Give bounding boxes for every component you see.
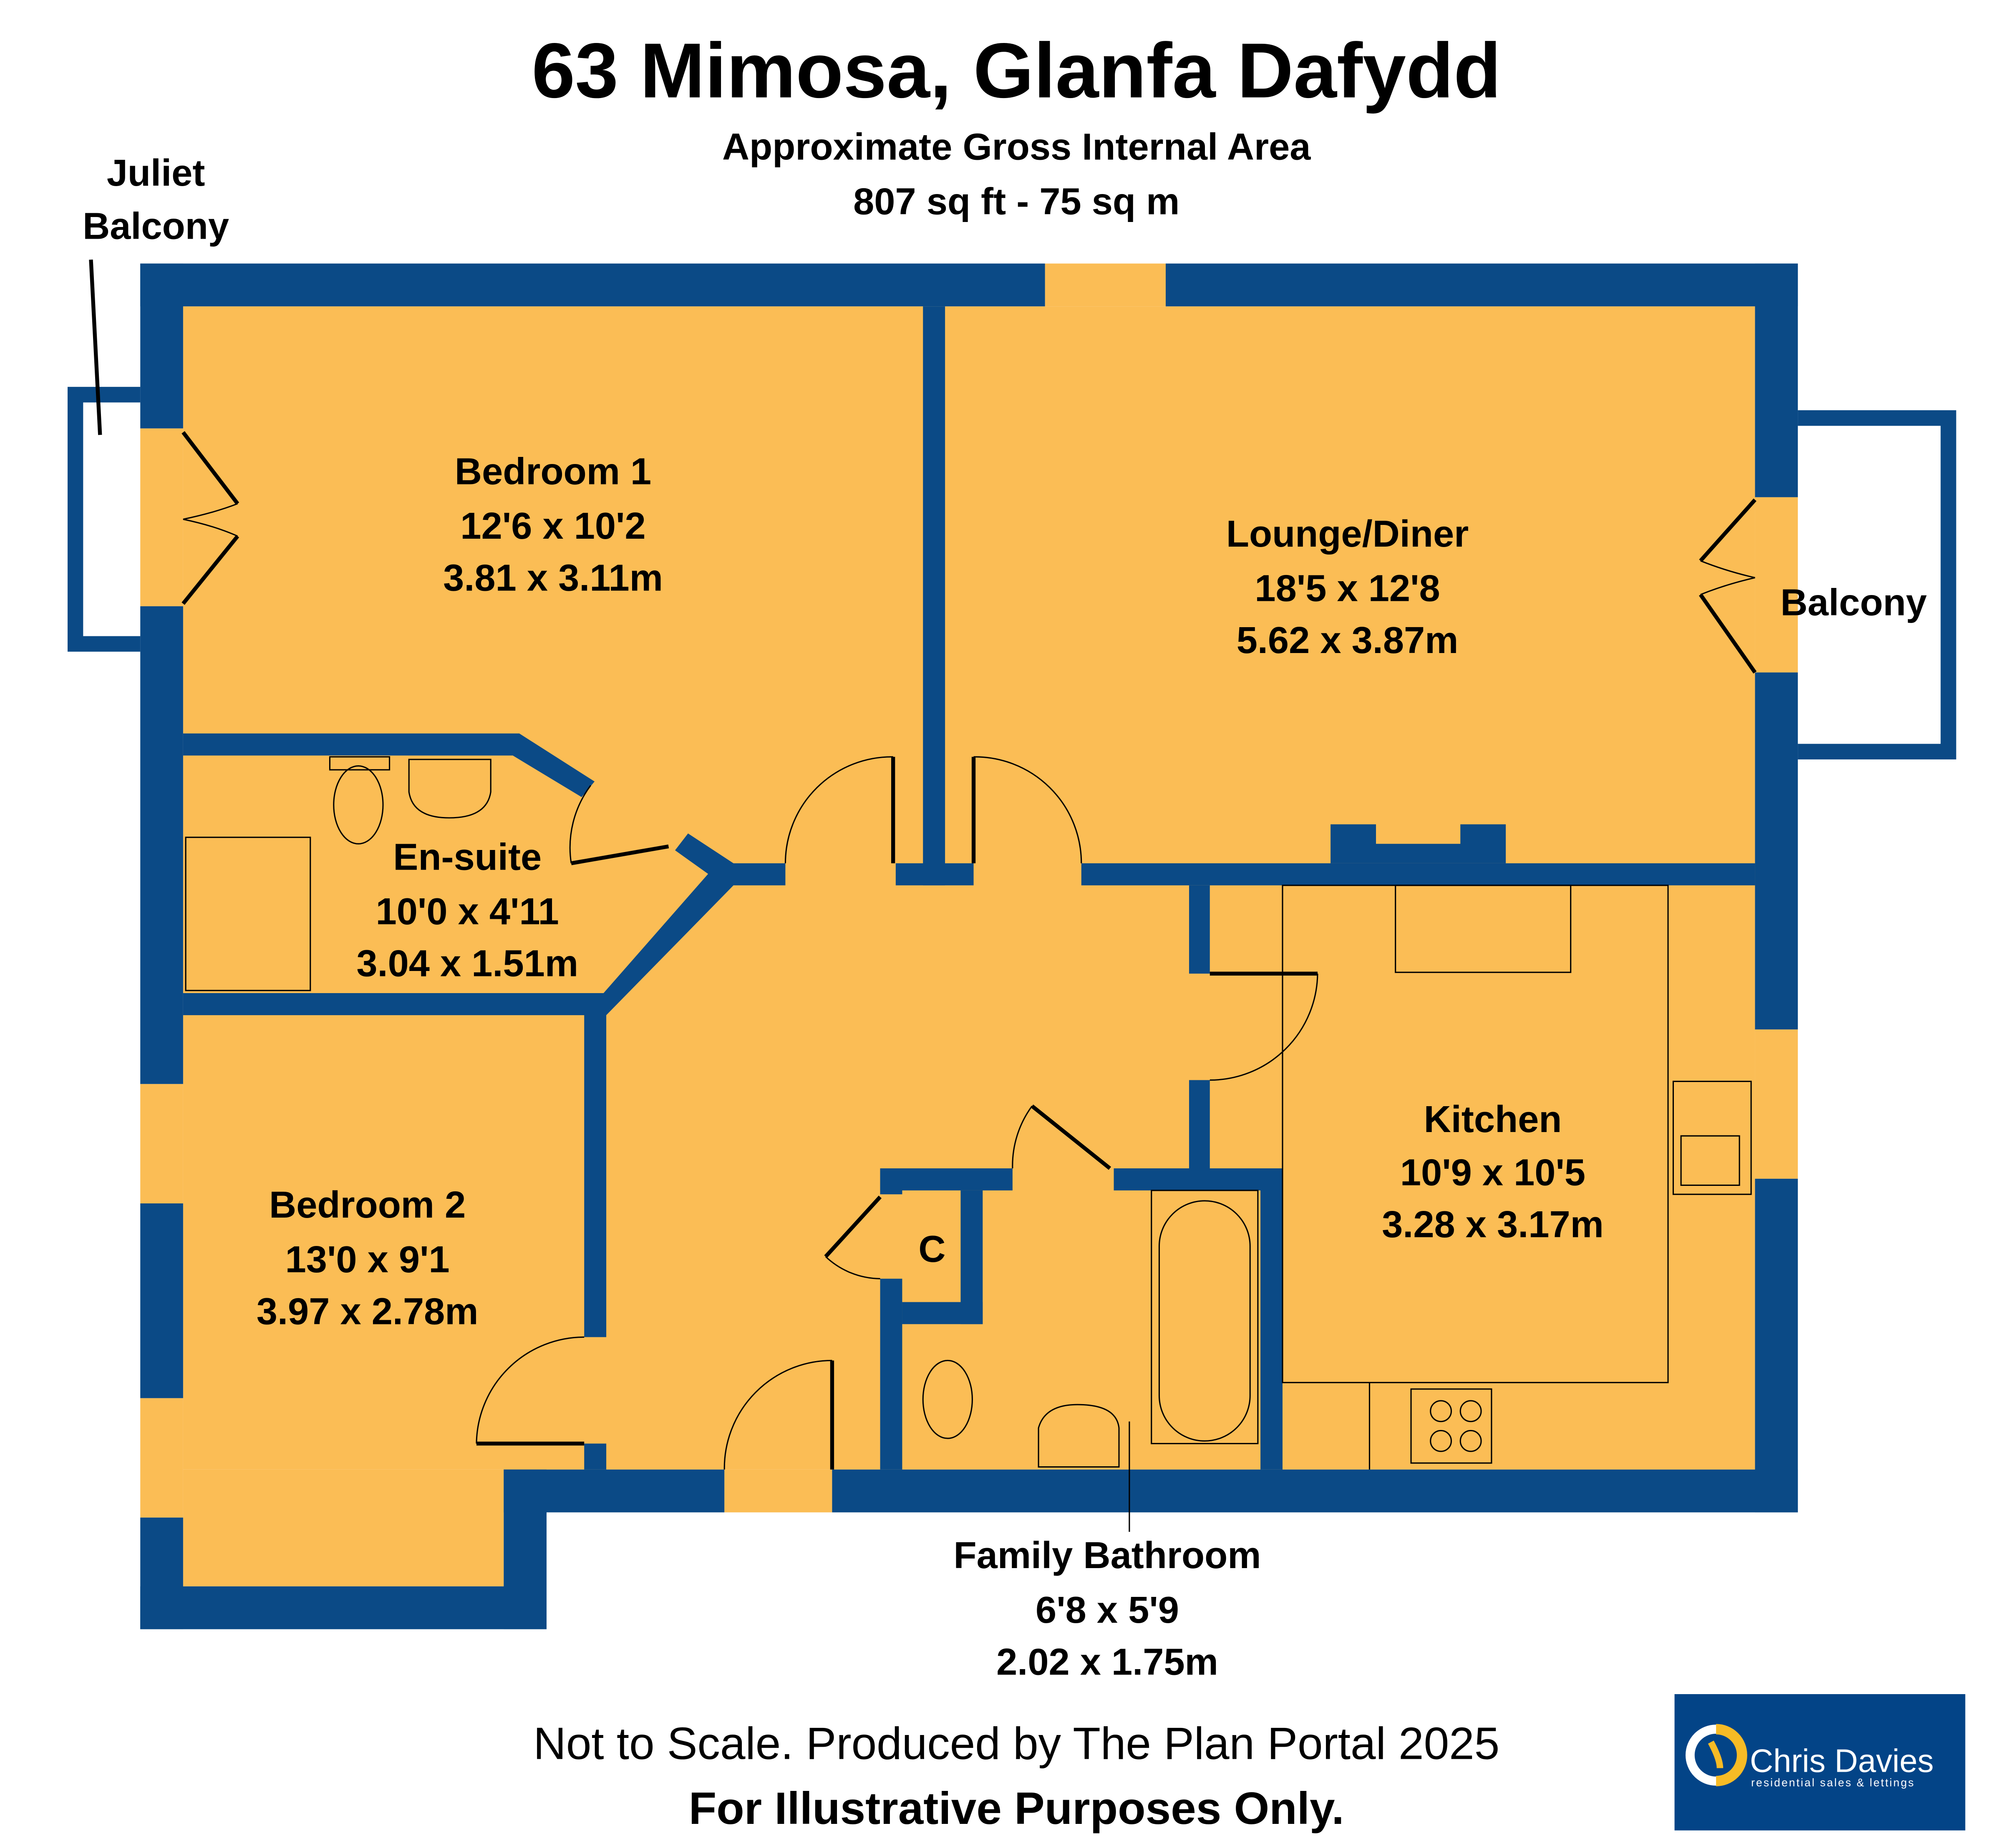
svg-text:6'8 x 5'9: 6'8 x 5'9 <box>1036 1589 1179 1631</box>
svg-text:10'9 x 10'5: 10'9 x 10'5 <box>1400 1151 1585 1193</box>
svg-text:Chris Davies: Chris Davies <box>1750 1743 1934 1779</box>
svg-text:Bedroom 1: Bedroom 1 <box>455 450 651 492</box>
toilet-icon <box>922 1359 973 1439</box>
svg-text:3.81 x 3.11m: 3.81 x 3.11m <box>443 557 663 599</box>
cupboard-label: C <box>918 1228 945 1270</box>
juliet-label: Juliet <box>107 152 205 194</box>
balcony-label: Balcony <box>1780 582 1927 624</box>
svg-text:2.02 x 1.75m: 2.02 x 1.75m <box>996 1641 1218 1683</box>
scale-note: Not to Scale. Produced by The Plan Porta… <box>533 1718 1499 1769</box>
hob-icon <box>1410 1388 1492 1464</box>
bath-icon <box>1158 1200 1251 1442</box>
room-label-en-suite: En-suite 10'0 x 4'11 3.04 x 1.51m <box>356 836 578 984</box>
chris-davies-logo: Chris Davies residential sales & letting… <box>1674 1694 1966 1831</box>
basin-icon <box>1038 1404 1120 1468</box>
toilet-icon <box>333 765 384 845</box>
svg-text:5.62 x 3.87m: 5.62 x 3.87m <box>1237 619 1459 661</box>
svg-text:Lounge/Diner: Lounge/Diner <box>1226 513 1469 555</box>
svg-text:residential sales & lettings: residential sales & lettings <box>1751 1776 1915 1789</box>
plan-title: 63 Mimosa, Glanfa Dafydd <box>532 27 1501 114</box>
svg-text:Family Bathroom: Family Bathroom <box>954 1534 1261 1576</box>
walls <box>140 263 1798 1629</box>
svg-text:3.28 x 3.17m: 3.28 x 3.17m <box>1382 1203 1604 1246</box>
juliet-balcony <box>68 387 141 652</box>
kitchen-sink-icon <box>1672 1081 1752 1195</box>
svg-text:12'6 x 10'2: 12'6 x 10'2 <box>460 505 645 547</box>
svg-text:Bedroom 2: Bedroom 2 <box>269 1184 466 1226</box>
juliet-label-2: Balcony <box>83 205 229 247</box>
svg-text:3.04 x 1.51m: 3.04 x 1.51m <box>356 943 578 985</box>
svg-text:18'5 x 12'8: 18'5 x 12'8 <box>1255 567 1440 609</box>
shower-icon <box>185 837 311 991</box>
svg-text:En-suite: En-suite <box>393 836 542 878</box>
svg-text:13'0 x 9'1: 13'0 x 9'1 <box>285 1238 450 1281</box>
plan-area: 807 sq ft - 75 sq m <box>853 180 1179 222</box>
arrow-icon <box>89 259 102 435</box>
disclaimer: For Illustrative Purposes Only. <box>689 1783 1344 1834</box>
room-label-kitchen: Kitchen 10'9 x 10'5 3.28 x 3.17m <box>1382 1098 1604 1246</box>
svg-text:Kitchen: Kitchen <box>1424 1098 1562 1140</box>
room-label-lounge-diner: Lounge/Diner 18'5 x 12'8 5.62 x 3.87m <box>1226 513 1469 661</box>
sink-icon <box>408 759 491 819</box>
fixtures <box>89 259 1752 1532</box>
svg-text:10'0 x 4'11: 10'0 x 4'11 <box>376 890 559 933</box>
doors <box>181 431 1757 1470</box>
room-label-family-bathroom: Family Bathroom 6'8 x 5'9 2.02 x 1.75m <box>954 1534 1261 1683</box>
plan-subtitle: Approximate Gross Internal Area <box>722 126 1311 168</box>
svg-text:3.97 x 2.78m: 3.97 x 2.78m <box>257 1290 479 1332</box>
room-label-bedroom-2: Bedroom 2 13'0 x 9'1 3.97 x 2.78m <box>257 1184 479 1332</box>
room-label-bedroom-1: Bedroom 1 12'6 x 10'2 3.81 x 3.11m <box>443 450 663 599</box>
